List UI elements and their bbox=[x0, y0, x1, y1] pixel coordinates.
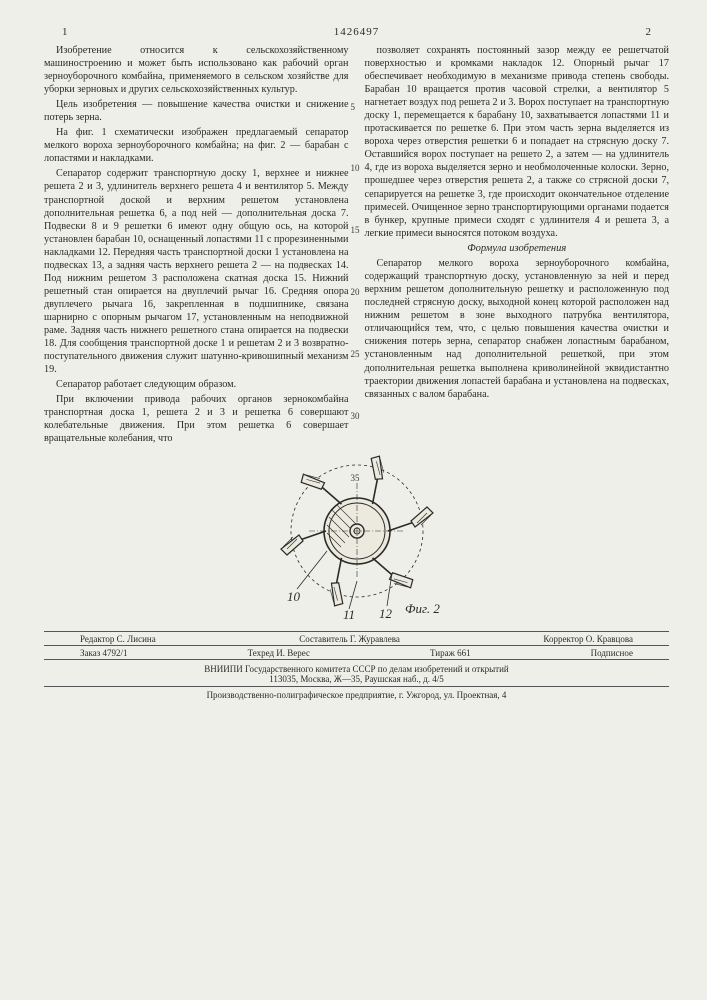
footer-order: Заказ 4792/1 Техред И. Верес Тираж 661 П… bbox=[44, 646, 669, 660]
fig-label-11: 11 bbox=[343, 607, 355, 621]
techred: Техред И. Верес bbox=[248, 648, 310, 658]
document-number: 1426497 bbox=[68, 26, 646, 38]
header-row: 1 1426497 2 bbox=[44, 26, 669, 38]
vniipi: ВНИИПИ Государственного комитета СССР по… bbox=[44, 664, 669, 674]
line-num: 5 bbox=[351, 103, 356, 112]
footer-printer: Производственно-полиграфическое предприя… bbox=[44, 686, 669, 700]
imprint-footer: Редактор С. Лисина Составитель Г. Журавл… bbox=[44, 631, 669, 700]
fig-label-10: 10 bbox=[287, 589, 301, 604]
para: На фиг. 1 схематически изображен предлаг… bbox=[44, 126, 349, 165]
subscription: Подписное bbox=[591, 648, 633, 658]
order: Заказ 4792/1 bbox=[80, 648, 128, 658]
formula-text: Сепаратор мелкого вороха зерноуборочного… bbox=[365, 257, 670, 401]
compiler: Составитель Г. Журавлева bbox=[299, 634, 400, 644]
tirazh: Тираж 661 bbox=[430, 648, 471, 658]
footer-vniipi: ВНИИПИ Государственного комитета СССР по… bbox=[44, 660, 669, 686]
right-column: 5 10 15 20 25 30 35 позволяет сохранять … bbox=[365, 44, 670, 447]
para: Сепаратор содержит транспортную доску 1,… bbox=[44, 167, 349, 376]
para: При включении привода рабочих органов зе… bbox=[44, 393, 349, 445]
editor: Редактор С. Лисина bbox=[80, 634, 156, 644]
footer-credits: Редактор С. Лисина Составитель Г. Журавл… bbox=[44, 632, 669, 646]
left-column: Изобретение относится к сельскохозяйстве… bbox=[44, 44, 349, 447]
line-num: 10 bbox=[351, 164, 360, 173]
text-columns: Изобретение относится к сельскохозяйстве… bbox=[44, 44, 669, 447]
line-num: 25 bbox=[351, 350, 360, 359]
para: Изобретение относится к сельскохозяйстве… bbox=[44, 44, 349, 96]
para: Сепаратор работает следующим образом. bbox=[44, 378, 349, 391]
formula-title: Формула изобретения bbox=[365, 242, 670, 255]
fig-caption-inline: Фиг. 2 bbox=[405, 601, 440, 616]
para: Цель изобретения — повышение качества оч… bbox=[44, 98, 349, 124]
address: 113035, Москва, Ж—35, Раушская наб., д. … bbox=[44, 674, 669, 684]
line-num: 15 bbox=[351, 226, 360, 235]
para: позволяет сохранять постоянный зазор меж… bbox=[365, 44, 670, 240]
corrector: Корректор О. Кравцова bbox=[543, 634, 633, 644]
line-num: 35 bbox=[351, 474, 360, 483]
line-num: 20 bbox=[351, 288, 360, 297]
patent-page: 1 1426497 2 Изобретение относится к сель… bbox=[0, 0, 707, 1000]
col-num-right: 2 bbox=[646, 26, 652, 38]
line-num: 30 bbox=[351, 412, 360, 421]
fig-label-12: 12 bbox=[379, 606, 393, 621]
